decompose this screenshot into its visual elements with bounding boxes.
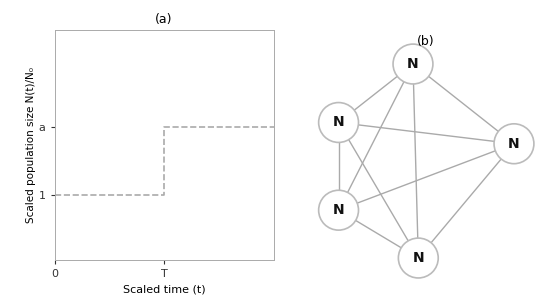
Circle shape [494, 124, 534, 164]
Text: N: N [333, 115, 345, 130]
Text: N: N [407, 57, 419, 71]
Circle shape [393, 44, 433, 84]
X-axis label: Scaled time (t): Scaled time (t) [123, 284, 206, 294]
Y-axis label: Scaled population size N(t)/N₀: Scaled population size N(t)/N₀ [26, 67, 36, 223]
Circle shape [398, 238, 438, 278]
Circle shape [319, 190, 358, 230]
Text: (b): (b) [417, 35, 435, 48]
Title: (a): (a) [155, 13, 173, 26]
Circle shape [319, 103, 358, 143]
Text: N: N [508, 137, 520, 151]
Text: N: N [333, 203, 345, 217]
Text: N: N [412, 251, 424, 265]
